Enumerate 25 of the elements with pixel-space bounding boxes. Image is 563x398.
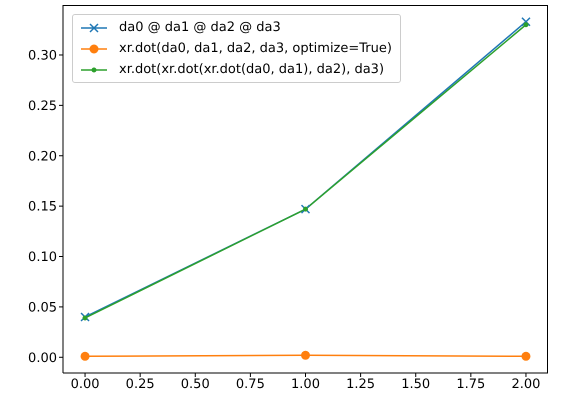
y-tick-label: 0.30 [28,48,57,64]
x-tick-label: 0.50 [180,377,210,392]
point [303,206,308,212]
point [301,350,310,360]
x-tick-label: 0.00 [70,377,100,392]
point [521,352,530,361]
x-tick-label: 0.25 [126,377,155,392]
legend-label: xr.dot(xr.dot(xr.dot(da0, da1), da2), da3) [119,62,384,77]
y-tick-label: 0.10 [28,250,57,266]
point [80,352,90,361]
y-tick-label: 0.15 [28,200,57,215]
y-tick-label: 0.25 [28,98,57,114]
point [82,315,88,320]
y-tick-label: 0.20 [28,149,57,164]
x-tick-label: 1.00 [291,377,320,392]
x-tick-label: 1.50 [401,377,430,392]
x-tick-label: 1.25 [346,377,376,392]
point [523,22,528,28]
x-tick-label: 1.75 [456,377,486,392]
y-tick-label: 0.00 [28,350,57,366]
x-tick-label: 0.75 [236,377,265,392]
legend-label: xr.dot(da0, da1, da2, da3, optimize=True) [119,41,392,56]
y-tick-label: 0.05 [28,300,57,316]
x-tick-label: 2.00 [511,377,540,392]
legend-label: da0 @ da1 @ da2 @ da3 [119,20,281,35]
